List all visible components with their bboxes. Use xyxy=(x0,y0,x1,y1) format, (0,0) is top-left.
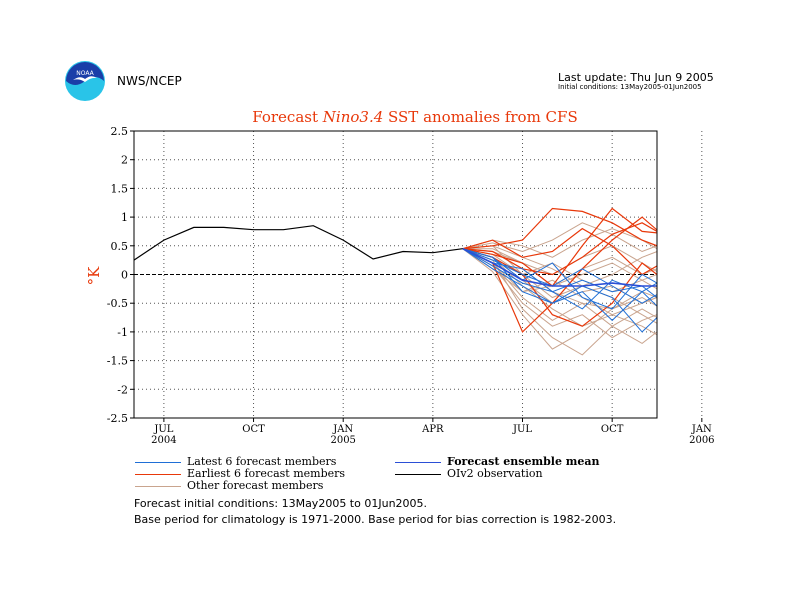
y-axis-ticks: 2.5 2 1.5 1 0.5 0 -0.5 -1 -1.5 -2 -2.5 xyxy=(107,125,134,425)
x-tick-label: JUL xyxy=(512,424,532,435)
chart-title-suffix: SST anomalies from CFS xyxy=(383,108,577,126)
legend-label-observation: OIv2 observation xyxy=(447,467,543,480)
legend-swatch-other xyxy=(135,486,181,487)
legend-swatch-mean xyxy=(395,462,441,463)
x-tick-label: OCT xyxy=(601,424,624,435)
plot-frame xyxy=(133,130,658,419)
grid-lines xyxy=(134,131,703,418)
latest-member-line xyxy=(462,248,657,310)
legend-label-earliest: Earliest 6 forecast members xyxy=(187,467,346,480)
x-tick-label: JUL xyxy=(153,424,173,435)
y-tick-label: 1 xyxy=(121,211,128,224)
observation-line xyxy=(134,225,463,261)
chart-title-prefix: Forecast xyxy=(252,108,323,126)
x-tick-label: JAN xyxy=(691,424,712,435)
legend-label-other: Other forecast members xyxy=(187,479,324,492)
x-tick-year: 2004 xyxy=(151,435,176,446)
ensemble-mean-line xyxy=(462,247,657,287)
x-tick-label: JAN xyxy=(332,424,353,435)
y-tick-label: 2 xyxy=(121,154,128,167)
other-member-line xyxy=(462,228,657,258)
note-base-period: Base period for climatology is 1971-2000… xyxy=(134,513,617,526)
latest-member-line xyxy=(462,248,657,299)
y-axis-label: °K xyxy=(85,266,103,286)
earliest-member-line xyxy=(462,222,657,276)
last-update: Last update: Thu Jun 9 2005 xyxy=(558,71,714,84)
other-member-line xyxy=(462,248,657,336)
legend-swatch-latest xyxy=(135,462,181,463)
x-tick-label: APR xyxy=(421,424,444,435)
org-name: NWS/NCEP xyxy=(117,74,182,88)
y-tick-label: 0 xyxy=(121,269,128,282)
other-member-line xyxy=(462,248,657,287)
other-member-line xyxy=(462,248,657,356)
latest-member-line xyxy=(462,248,657,322)
y-tick-label: 1.5 xyxy=(111,182,129,195)
note-initial-conditions: Forecast initial conditions: 13May2005 t… xyxy=(134,497,428,510)
y-tick-label: -1 xyxy=(117,326,128,339)
chart-title: Forecast Nino3.4 SST anomalies from CFS xyxy=(252,108,577,126)
earliest-member-line xyxy=(462,216,657,333)
earliest-member-line xyxy=(462,207,657,250)
latest-member-line xyxy=(462,248,657,310)
chart-title-italic: Nino3.4 xyxy=(322,108,383,126)
latest-member-line xyxy=(462,248,657,304)
earliest-member-line xyxy=(462,227,657,276)
logo-gull xyxy=(73,76,97,82)
y-tick-label: -2.5 xyxy=(107,412,128,425)
chart-series xyxy=(134,207,657,356)
legend-label-mean: Forecast ensemble mean xyxy=(447,455,600,468)
legend-swatch-observation xyxy=(395,474,441,475)
legend-label-latest: Latest 6 forecast members xyxy=(187,455,337,468)
earliest-member-line xyxy=(462,248,657,327)
x-tick-year: 2006 xyxy=(689,435,714,446)
legend-swatch-earliest xyxy=(135,474,181,475)
x-tick-label: OCT xyxy=(242,424,265,435)
other-member-line xyxy=(462,248,657,293)
x-tick-year: 2005 xyxy=(330,435,355,446)
other-member-line xyxy=(462,245,657,287)
y-tick-label: 0.5 xyxy=(111,240,129,253)
logo-text: NOAA xyxy=(76,70,94,77)
earliest-member-line xyxy=(462,207,657,287)
y-tick-label: -1.5 xyxy=(107,355,128,368)
noaa-logo: NOAA xyxy=(64,60,106,102)
y-tick-label: -2 xyxy=(117,383,128,396)
initial-conditions-header: Initial conditions: 13May2005-01Jun2005 xyxy=(558,83,702,91)
y-tick-label: -0.5 xyxy=(107,297,128,310)
y-tick-label: 2.5 xyxy=(111,125,129,138)
other-member-line xyxy=(462,248,657,339)
